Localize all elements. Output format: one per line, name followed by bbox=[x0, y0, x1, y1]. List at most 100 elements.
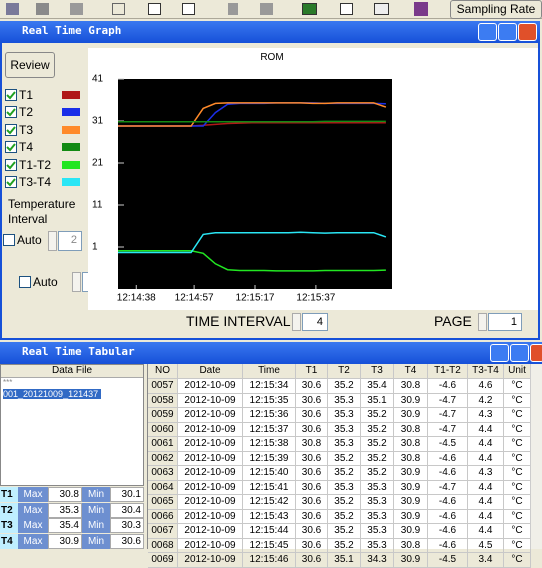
table-cell: 12:15:44 bbox=[243, 524, 296, 539]
icon[interactable] bbox=[70, 3, 83, 15]
file-item[interactable]: *** bbox=[3, 378, 12, 387]
icon[interactable] bbox=[260, 3, 273, 15]
x-tick-label: 12:15:37 bbox=[296, 293, 335, 304]
play-button[interactable] bbox=[112, 3, 125, 15]
stat-min: 30.6 bbox=[110, 534, 144, 549]
legend-swatch bbox=[62, 161, 80, 169]
table-cell: 34.3 bbox=[361, 553, 394, 568]
table-cell: 35.2 bbox=[328, 539, 361, 554]
sampling-rate-button[interactable]: Sampling Rate bbox=[450, 0, 542, 19]
table-cell: -4.5 bbox=[428, 553, 468, 568]
auto-label: Auto bbox=[33, 275, 58, 289]
scrollbar[interactable] bbox=[530, 364, 542, 549]
series-checkbox[interactable] bbox=[5, 141, 17, 153]
column-header[interactable]: T3-T4 bbox=[468, 364, 504, 379]
column-header[interactable]: T4 bbox=[394, 364, 428, 379]
column-header[interactable]: T3 bbox=[361, 364, 394, 379]
table-cell: 30.9 bbox=[394, 481, 428, 496]
spinner[interactable] bbox=[48, 231, 57, 251]
stat-min-label: Min bbox=[82, 518, 110, 533]
table-cell: 30.6 bbox=[296, 553, 328, 568]
auto-checkbox[interactable] bbox=[19, 276, 31, 288]
minimize-button[interactable] bbox=[490, 344, 509, 362]
series-checkbox[interactable] bbox=[5, 89, 17, 101]
table-cell: 30.6 bbox=[296, 408, 328, 423]
column-header[interactable]: T2 bbox=[328, 364, 361, 379]
pause-button[interactable] bbox=[148, 3, 161, 15]
spinner[interactable] bbox=[478, 313, 487, 331]
table-cell: 4.4 bbox=[468, 481, 504, 496]
table-cell: 2012-10-09 bbox=[178, 423, 243, 438]
table-cell: °C bbox=[504, 437, 531, 452]
table-cell: -4.7 bbox=[428, 408, 468, 423]
column-header[interactable]: Time bbox=[243, 364, 296, 379]
table-cell: °C bbox=[504, 408, 531, 423]
close-button[interactable] bbox=[518, 23, 537, 41]
column-header[interactable]: NO bbox=[148, 364, 178, 379]
series-checkbox[interactable] bbox=[5, 106, 17, 118]
table-cell: 30.8 bbox=[394, 437, 428, 452]
time-interval-value[interactable]: 4 bbox=[302, 313, 328, 331]
icon[interactable] bbox=[228, 3, 238, 15]
table-cell: -4.6 bbox=[428, 452, 468, 467]
column-header[interactable]: T1-T2 bbox=[428, 364, 468, 379]
graph-icon[interactable] bbox=[302, 3, 317, 15]
icon[interactable] bbox=[36, 3, 49, 15]
table-cell: 2012-10-09 bbox=[178, 379, 243, 394]
minimize-button[interactable] bbox=[478, 23, 497, 41]
table-cell: °C bbox=[504, 539, 531, 554]
table-cell: 35.2 bbox=[328, 510, 361, 525]
table-cell: 35.2 bbox=[361, 437, 394, 452]
check-mark bbox=[6, 177, 16, 187]
series-checkbox[interactable] bbox=[5, 124, 17, 136]
stop-button[interactable] bbox=[182, 3, 195, 15]
icon[interactable] bbox=[414, 2, 428, 16]
table-cell: 0062 bbox=[148, 452, 178, 467]
table-cell: 0066 bbox=[148, 510, 178, 525]
table-cell: 12:15:38 bbox=[243, 437, 296, 452]
file-item[interactable]: 001_20121009_121437 bbox=[3, 389, 101, 399]
page-value[interactable]: 1 bbox=[488, 313, 522, 331]
legend-swatch bbox=[62, 91, 80, 99]
table-cell: -4.6 bbox=[428, 539, 468, 554]
table-cell: 12:15:37 bbox=[243, 423, 296, 438]
review-button[interactable]: Review bbox=[5, 52, 55, 78]
table-cell: 0069 bbox=[148, 553, 178, 568]
spinner[interactable] bbox=[292, 313, 301, 331]
table-cell: °C bbox=[504, 466, 531, 481]
table-cell: 4.4 bbox=[468, 510, 504, 525]
table-cell: 12:15:35 bbox=[243, 394, 296, 409]
series-checkbox[interactable] bbox=[5, 176, 17, 188]
table-cell: °C bbox=[504, 394, 531, 409]
temperature-interval-label: Temperature Interval bbox=[8, 197, 80, 227]
table-cell: 35.2 bbox=[328, 524, 361, 539]
auto-value[interactable]: 2 bbox=[58, 231, 82, 251]
plot-area bbox=[118, 79, 392, 289]
auto-checkbox[interactable] bbox=[3, 234, 15, 246]
column-header[interactable]: Unit bbox=[504, 364, 531, 379]
maximize-button[interactable] bbox=[510, 344, 529, 362]
table-cell: 2012-10-09 bbox=[178, 394, 243, 409]
close-button[interactable] bbox=[530, 344, 542, 362]
spinner[interactable] bbox=[72, 272, 81, 292]
icon[interactable] bbox=[6, 3, 19, 15]
table-icon[interactable] bbox=[340, 3, 353, 15]
table-cell: 35.4 bbox=[361, 379, 394, 394]
stat-min: 30.3 bbox=[110, 518, 144, 533]
column-header[interactable]: T1 bbox=[296, 364, 328, 379]
table-cell: 30.8 bbox=[394, 423, 428, 438]
table-cell: 12:15:40 bbox=[243, 466, 296, 481]
table-cell: 35.3 bbox=[328, 437, 361, 452]
table-cell: 2012-10-09 bbox=[178, 553, 243, 568]
icon[interactable] bbox=[374, 3, 389, 15]
column-header[interactable]: Date bbox=[178, 364, 243, 379]
table-cell: 35.2 bbox=[328, 466, 361, 481]
table-cell: 35.1 bbox=[328, 553, 361, 568]
table-cell: °C bbox=[504, 423, 531, 438]
maximize-button[interactable] bbox=[498, 23, 517, 41]
y-tick-label: 31 bbox=[92, 116, 104, 127]
series-checkbox[interactable] bbox=[5, 159, 17, 171]
table-cell: 30.6 bbox=[296, 481, 328, 496]
table-cell: 0057 bbox=[148, 379, 178, 394]
auto-label: Auto bbox=[17, 233, 42, 247]
